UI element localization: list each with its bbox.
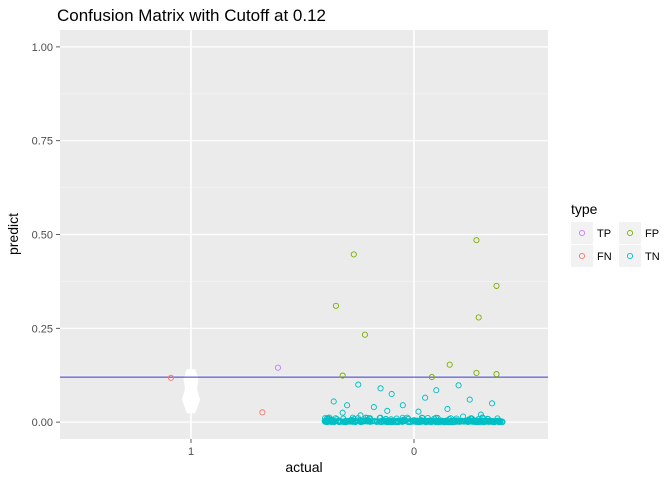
data-point-tn	[402, 417, 409, 424]
data-point-tn	[476, 418, 483, 425]
data-point-tn	[347, 417, 354, 424]
data-point-tn	[417, 418, 424, 426]
legend-marker-fp	[626, 229, 634, 237]
data-point-tn	[435, 418, 442, 425]
data-point-tn	[477, 411, 484, 418]
data-point-tn	[332, 415, 339, 422]
data-point-fp	[473, 237, 480, 244]
data-point-tn	[333, 416, 340, 423]
data-point-tn	[357, 412, 364, 419]
data-point-fp	[361, 331, 368, 338]
data-point-fp	[446, 361, 453, 368]
data-point-tn	[399, 418, 406, 425]
data-point-tn	[339, 409, 346, 416]
data-point-tn	[436, 417, 443, 424]
legend-label-fp: FP	[645, 228, 659, 240]
data-point-tn	[355, 381, 362, 388]
data-point-tn	[326, 414, 333, 421]
data-point-tn	[390, 418, 397, 425]
data-point-tn	[466, 417, 474, 424]
data-point-tn	[422, 394, 429, 401]
legend: type TP FP FN TN	[571, 201, 660, 267]
data-point-tn	[415, 408, 422, 415]
data-point-fn	[167, 374, 174, 381]
data-point-tn	[421, 418, 428, 425]
data-point-tn	[427, 419, 434, 426]
data-point-tn	[456, 418, 463, 425]
legend-label-tp: TP	[597, 228, 611, 240]
legend-title: type	[571, 201, 598, 217]
data-point-tn	[330, 398, 337, 405]
data-point-tn	[440, 418, 447, 425]
data-point-tn	[454, 418, 461, 425]
data-point-tn	[325, 418, 332, 425]
data-point-tn	[463, 418, 470, 425]
data-point-tn	[488, 400, 496, 407]
data-point-tn	[444, 418, 451, 425]
data-point-tn	[446, 416, 453, 423]
data-point-fp	[493, 282, 500, 289]
y-tick-label: 1.00	[32, 42, 53, 54]
data-point-tn	[460, 413, 467, 420]
points-layer	[167, 237, 506, 426]
y-axis-ticks: 0.00 0.25 0.50 0.75 1.00	[32, 42, 60, 429]
violin-layer	[181, 369, 201, 414]
legend-marker-fn	[578, 252, 586, 260]
data-point-tn	[383, 419, 391, 426]
y-tick-label: 0.75	[32, 136, 53, 148]
data-point-tn	[433, 387, 440, 394]
data-point-fp	[493, 371, 500, 378]
data-point-fp	[332, 302, 340, 309]
data-point-tn	[399, 402, 406, 409]
data-point-tn	[373, 418, 380, 426]
legend-key	[571, 245, 593, 267]
legend-label-tn: TN	[645, 251, 660, 263]
data-point-tn	[363, 417, 370, 425]
violin-shape	[181, 369, 201, 414]
data-point-tn	[410, 418, 417, 425]
legend-key	[619, 222, 641, 244]
x-tick-label: 0	[411, 446, 417, 458]
data-point-tn	[407, 419, 414, 426]
data-point-fp	[339, 372, 346, 379]
legend-label-fn: FN	[597, 251, 612, 263]
data-point-fp	[473, 369, 480, 377]
x-tick-label: 1	[188, 446, 194, 458]
data-point-fn	[259, 409, 266, 416]
data-point-tn	[387, 418, 394, 425]
x-axis-title: actual	[285, 459, 322, 475]
data-point-tn	[493, 417, 500, 424]
data-point-tn	[388, 390, 395, 398]
data-point-fp	[350, 251, 357, 258]
data-point-tn	[446, 418, 453, 425]
data-point-fp	[475, 314, 482, 321]
legend-marker-tp	[578, 229, 586, 237]
data-point-tn	[455, 382, 462, 389]
data-point-tn	[492, 418, 499, 425]
y-tick-label: 0.00	[32, 417, 53, 429]
data-point-tn	[343, 418, 351, 425]
legend-key	[619, 245, 641, 267]
data-point-tn	[470, 417, 477, 424]
data-point-tp	[274, 364, 282, 371]
data-point-tn	[358, 418, 365, 425]
data-point-tn	[384, 407, 391, 414]
y-tick-label: 0.25	[32, 323, 53, 335]
chart-title: Confusion Matrix with Cutoff at 0.12	[57, 6, 326, 25]
y-tick-label: 0.50	[32, 230, 53, 242]
legend-key	[571, 222, 593, 244]
legend-marker-tn	[626, 252, 634, 260]
data-point-tn	[370, 404, 377, 411]
data-point-fp	[428, 374, 435, 381]
data-point-tn	[377, 385, 384, 392]
data-point-tn	[367, 418, 374, 425]
data-point-tn	[444, 405, 451, 413]
data-point-tn	[344, 402, 351, 409]
data-point-tn	[496, 418, 504, 425]
y-axis-title: predict	[5, 213, 21, 255]
data-point-tn	[480, 417, 487, 424]
data-point-tn	[466, 396, 473, 403]
